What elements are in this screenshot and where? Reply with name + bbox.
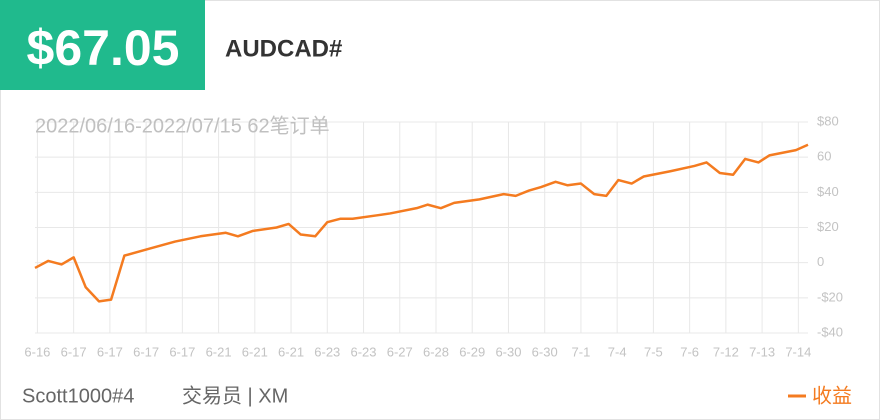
symbol: AUDCAD# xyxy=(225,35,342,62)
x-tick-label: 6-17 xyxy=(169,344,195,359)
x-tick-label: 6-21 xyxy=(242,344,268,359)
x-tick-label: 6-17 xyxy=(97,344,123,359)
x-tick-label: 6-21 xyxy=(206,344,232,359)
x-tick-label: 6-23 xyxy=(351,344,377,359)
x-tick-label: 6-29 xyxy=(459,344,485,359)
x-tick-label: 7-5 xyxy=(644,344,663,359)
x-tick-label: 6-30 xyxy=(495,344,521,359)
series-line xyxy=(34,143,809,303)
x-tick-label: 7-14 xyxy=(785,344,811,359)
plot: $80 60 $40 $20 0 -$20 -$40 6-16 6-17 6-17 6-17 6-17… xyxy=(24,113,843,359)
y-tick-label: $80 xyxy=(817,113,839,128)
profit: $67.05 xyxy=(27,20,180,76)
y-tick-label: -$40 xyxy=(817,324,843,339)
trader: Scott1000#4 xyxy=(22,385,134,407)
x-tick-label: 6-28 xyxy=(423,344,449,359)
x-tick-label: 6-23 xyxy=(314,344,340,359)
x-tick-label: 6-17 xyxy=(133,344,159,359)
x-tick-label: 6-21 xyxy=(278,344,304,359)
y-tick-label: 0 xyxy=(817,254,824,269)
x-tick-label: 7-12 xyxy=(713,344,739,359)
x-tick-label: 7-6 xyxy=(680,344,699,359)
y-tick-label: $40 xyxy=(817,184,839,199)
x-tick-label: 6-30 xyxy=(532,344,558,359)
subtitle: 2022/06/16-2022/07/15 62笔订单 xyxy=(35,114,330,137)
x-tick-label: 6-16 xyxy=(24,344,50,359)
x-tick-label: 6-27 xyxy=(387,344,413,359)
profit-badge xyxy=(0,0,205,90)
y-tick-label: $20 xyxy=(817,219,839,234)
x-tick-label: 6-17 xyxy=(61,344,87,359)
trader-role: 交易员 | XM xyxy=(182,384,288,407)
y-tick-label: 60 xyxy=(817,149,831,164)
x-tick-label: 7-13 xyxy=(749,344,775,359)
legend-label: 收益 xyxy=(812,384,852,407)
y-tick-label: -$20 xyxy=(817,289,843,304)
x-tick-label: 7-1 xyxy=(572,344,591,359)
x-tick-label: 7-4 xyxy=(608,344,627,359)
